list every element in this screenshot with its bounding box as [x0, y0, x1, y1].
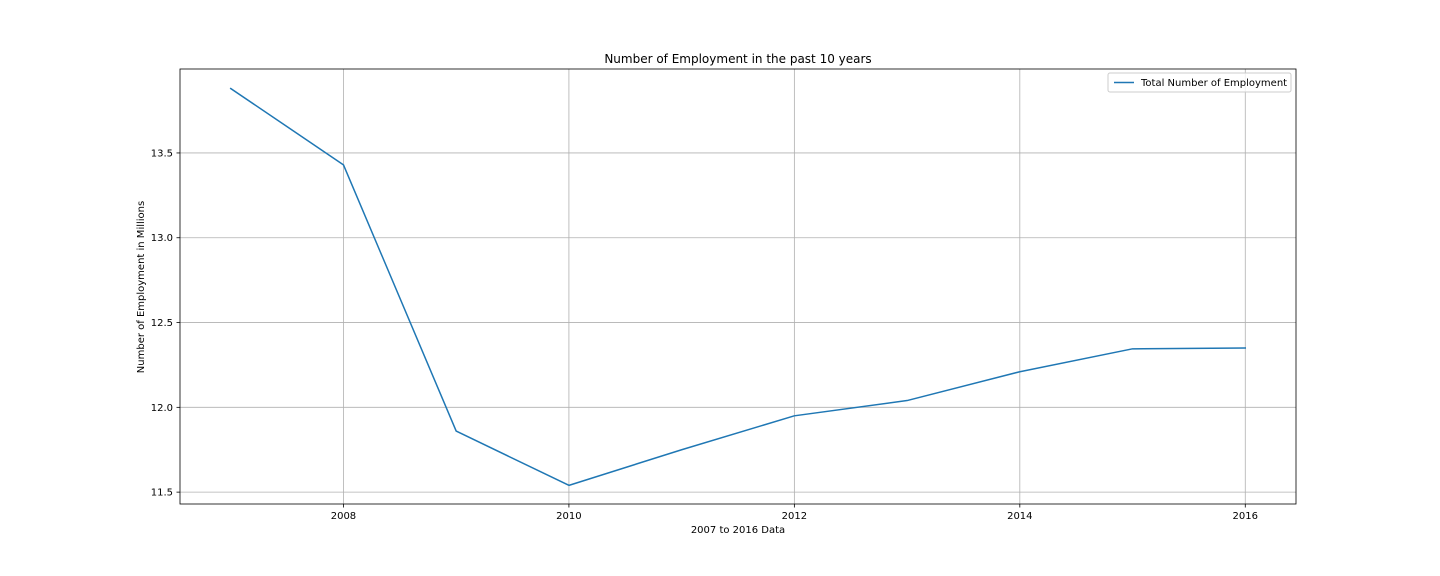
y-tick-label: 13.0: [151, 233, 173, 244]
y-axis-label: Number of Employment in Millions: [136, 201, 147, 373]
x-ticks: 2008 2010 2012 2014 2016: [331, 504, 1258, 522]
legend-box: [1107, 72, 1292, 93]
y-tick-label: 13.5: [151, 148, 173, 159]
plot-frame: [179, 68, 1297, 505]
y-tick-label: 11.5: [151, 488, 173, 499]
legend: Total Number of Employment: [1107, 72, 1292, 93]
y-tick-label: 12.5: [151, 318, 173, 329]
legend-label: Total Number of Employment: [1140, 78, 1287, 89]
x-tick-label: 2012: [782, 511, 807, 522]
y-ticks: 11.5 12.0 12.5 13.0 13.5: [151, 148, 180, 499]
series-line: [229, 87, 1247, 487]
series-layer: [229, 87, 1247, 487]
x-tick-label: 2016: [1233, 511, 1258, 522]
grid-lines: [180, 69, 1296, 504]
x-axis-label: 2007 to 2016 Data: [691, 525, 785, 536]
x-tick-label: 2010: [556, 511, 581, 522]
x-tick-label: 2014: [1007, 511, 1032, 522]
chart-title: Number of Employment in the past 10 year…: [604, 52, 871, 66]
y-tick-label: 12.0: [151, 403, 173, 414]
x-tick-label: 2008: [331, 511, 356, 522]
